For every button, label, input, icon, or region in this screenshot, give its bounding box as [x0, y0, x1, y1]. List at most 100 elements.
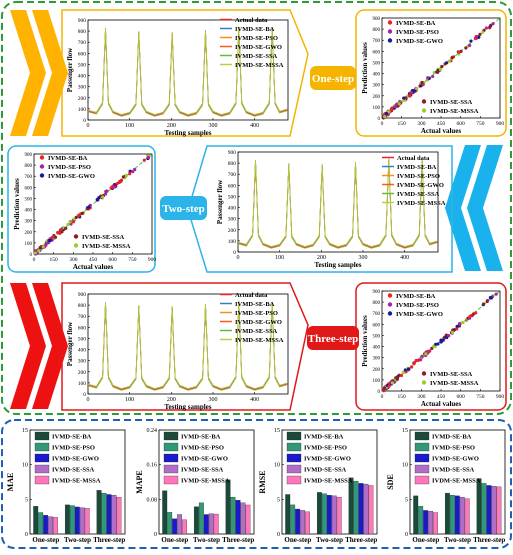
- scatter-point: [142, 158, 146, 162]
- x-tick-label: 0: [381, 121, 384, 127]
- legend-label: IVMD-SE-BA: [235, 26, 275, 33]
- scatter-point: [409, 91, 414, 95]
- plot-axes: 0 100 200 300 400 0 100 200 300 400 500 600 700 800 90…: [216, 150, 446, 269]
- category-label: One-step: [32, 536, 59, 544]
- y-tick-label: 500: [373, 334, 381, 339]
- y-tick-label: 800: [373, 28, 381, 33]
- bar: [454, 495, 460, 535]
- bar: [235, 500, 241, 535]
- step-badge-label: One-step: [312, 73, 354, 85]
- scatter-point: [474, 35, 478, 39]
- y-tick-label: 0.24: [147, 428, 158, 434]
- legend-marker: [39, 164, 45, 169]
- y-tick-label: 300: [373, 357, 381, 362]
- legend-label: IVMD-SE-BA: [48, 155, 88, 162]
- scatter-point: [128, 169, 132, 173]
- legend-label: IVMD-SE-GWO: [397, 182, 444, 189]
- bar: [486, 485, 492, 535]
- x-axis-title: Testing samples: [314, 261, 361, 269]
- scatter-point: [109, 186, 113, 190]
- y-axis-title: Prediction values: [361, 315, 369, 367]
- bar: [162, 490, 168, 535]
- legend-label: IVMD-SE-MSSA: [52, 478, 101, 485]
- scatter-point: [482, 302, 486, 306]
- scatter-point: [419, 358, 423, 362]
- y-tick-label: 5: [405, 497, 408, 503]
- y-tick-label: 15: [22, 428, 28, 434]
- y-tick-label: 500: [228, 194, 237, 200]
- bar: [295, 508, 301, 535]
- bar: [336, 497, 342, 535]
- y-tick-label: 900: [25, 153, 33, 158]
- x-tick-label: 0: [237, 255, 240, 261]
- legend-marker: [387, 293, 393, 298]
- legend-label: Actual data: [235, 17, 268, 24]
- bar: [208, 513, 214, 535]
- y-tick-label: 0: [277, 532, 280, 538]
- y-tick-label: 10: [274, 463, 280, 469]
- legend-swatch: [286, 464, 302, 474]
- step-badge-label: Two-step: [162, 203, 205, 215]
- y-tick-label: 10: [22, 463, 28, 469]
- scatter-point: [442, 335, 446, 340]
- legend-swatch: [286, 453, 302, 463]
- bar: [464, 498, 470, 535]
- scatter-point: [393, 105, 397, 109]
- scatter-point: [430, 346, 434, 350]
- bar: [96, 490, 102, 535]
- scatter-point: [431, 74, 435, 79]
- y-tick-label: 0.08: [147, 497, 158, 503]
- y-tick-label: 900: [78, 18, 87, 24]
- y-tick-label: 200: [228, 228, 237, 234]
- one-step-callout: [61, 9, 309, 137]
- y-tick-label: 0: [83, 392, 86, 398]
- y-tick-label: 100: [373, 106, 381, 111]
- bar: [101, 492, 107, 535]
- legend-marker: [73, 234, 79, 239]
- scatter-point: [395, 375, 399, 379]
- category-label: One-step: [412, 536, 439, 544]
- bar: [305, 511, 310, 535]
- y-tick-label: 700: [78, 314, 87, 320]
- legend-label: IVMD-SE-GWO: [396, 38, 443, 45]
- scatter-point: [415, 87, 419, 91]
- legend-label: IVMD-SE-GWO: [235, 44, 282, 51]
- legend-label: IVMD-SE-SSA: [430, 99, 473, 106]
- scatter-point: [432, 344, 436, 348]
- x-tick-label: 400: [250, 123, 259, 129]
- scatter-point: [387, 384, 391, 388]
- x-tick-label: 600: [457, 394, 466, 400]
- x-tick-label: 0: [87, 123, 90, 129]
- legend-label: IVMD-SE-PSO: [235, 310, 278, 317]
- legend-label: IVMD-SE-PSO: [396, 302, 439, 309]
- x-axis-title: Testing samples: [164, 403, 211, 411]
- scatter-point: [450, 56, 454, 60]
- legend-label: IVMD-SE-SSA: [304, 467, 347, 474]
- legend-swatch: [286, 431, 302, 441]
- series-line: [237, 160, 438, 249]
- y-tick-label: 200: [373, 95, 381, 100]
- scatter-point: [478, 32, 482, 36]
- scatter-point: [44, 243, 48, 247]
- bar: [53, 517, 58, 535]
- y-tick-label: 300: [78, 359, 87, 365]
- legend-swatch: [286, 442, 302, 452]
- y-tick-label: 100: [228, 239, 237, 245]
- y-tick-label: 600: [25, 186, 33, 191]
- bar: [167, 512, 173, 535]
- plot-axes: 0 150 300 450 600 750 900 0 100 200 300 400 500 600 70…: [361, 290, 504, 408]
- y-tick-label: 0: [25, 532, 28, 538]
- scatter-point: [406, 367, 411, 371]
- scatter-point: [115, 181, 119, 186]
- scatter-point: [408, 94, 412, 98]
- category-label: Three-step: [93, 536, 125, 544]
- scatter-point: [468, 315, 472, 319]
- y-axis-title: SDE: [386, 474, 395, 490]
- bar: [245, 504, 251, 535]
- scatter-point: [133, 167, 137, 172]
- legend-label: IVMD-SE-PSO: [432, 445, 475, 452]
- bar: [459, 497, 465, 535]
- scatter-point: [455, 327, 459, 331]
- legend-marker: [387, 311, 393, 316]
- bar: [172, 518, 178, 535]
